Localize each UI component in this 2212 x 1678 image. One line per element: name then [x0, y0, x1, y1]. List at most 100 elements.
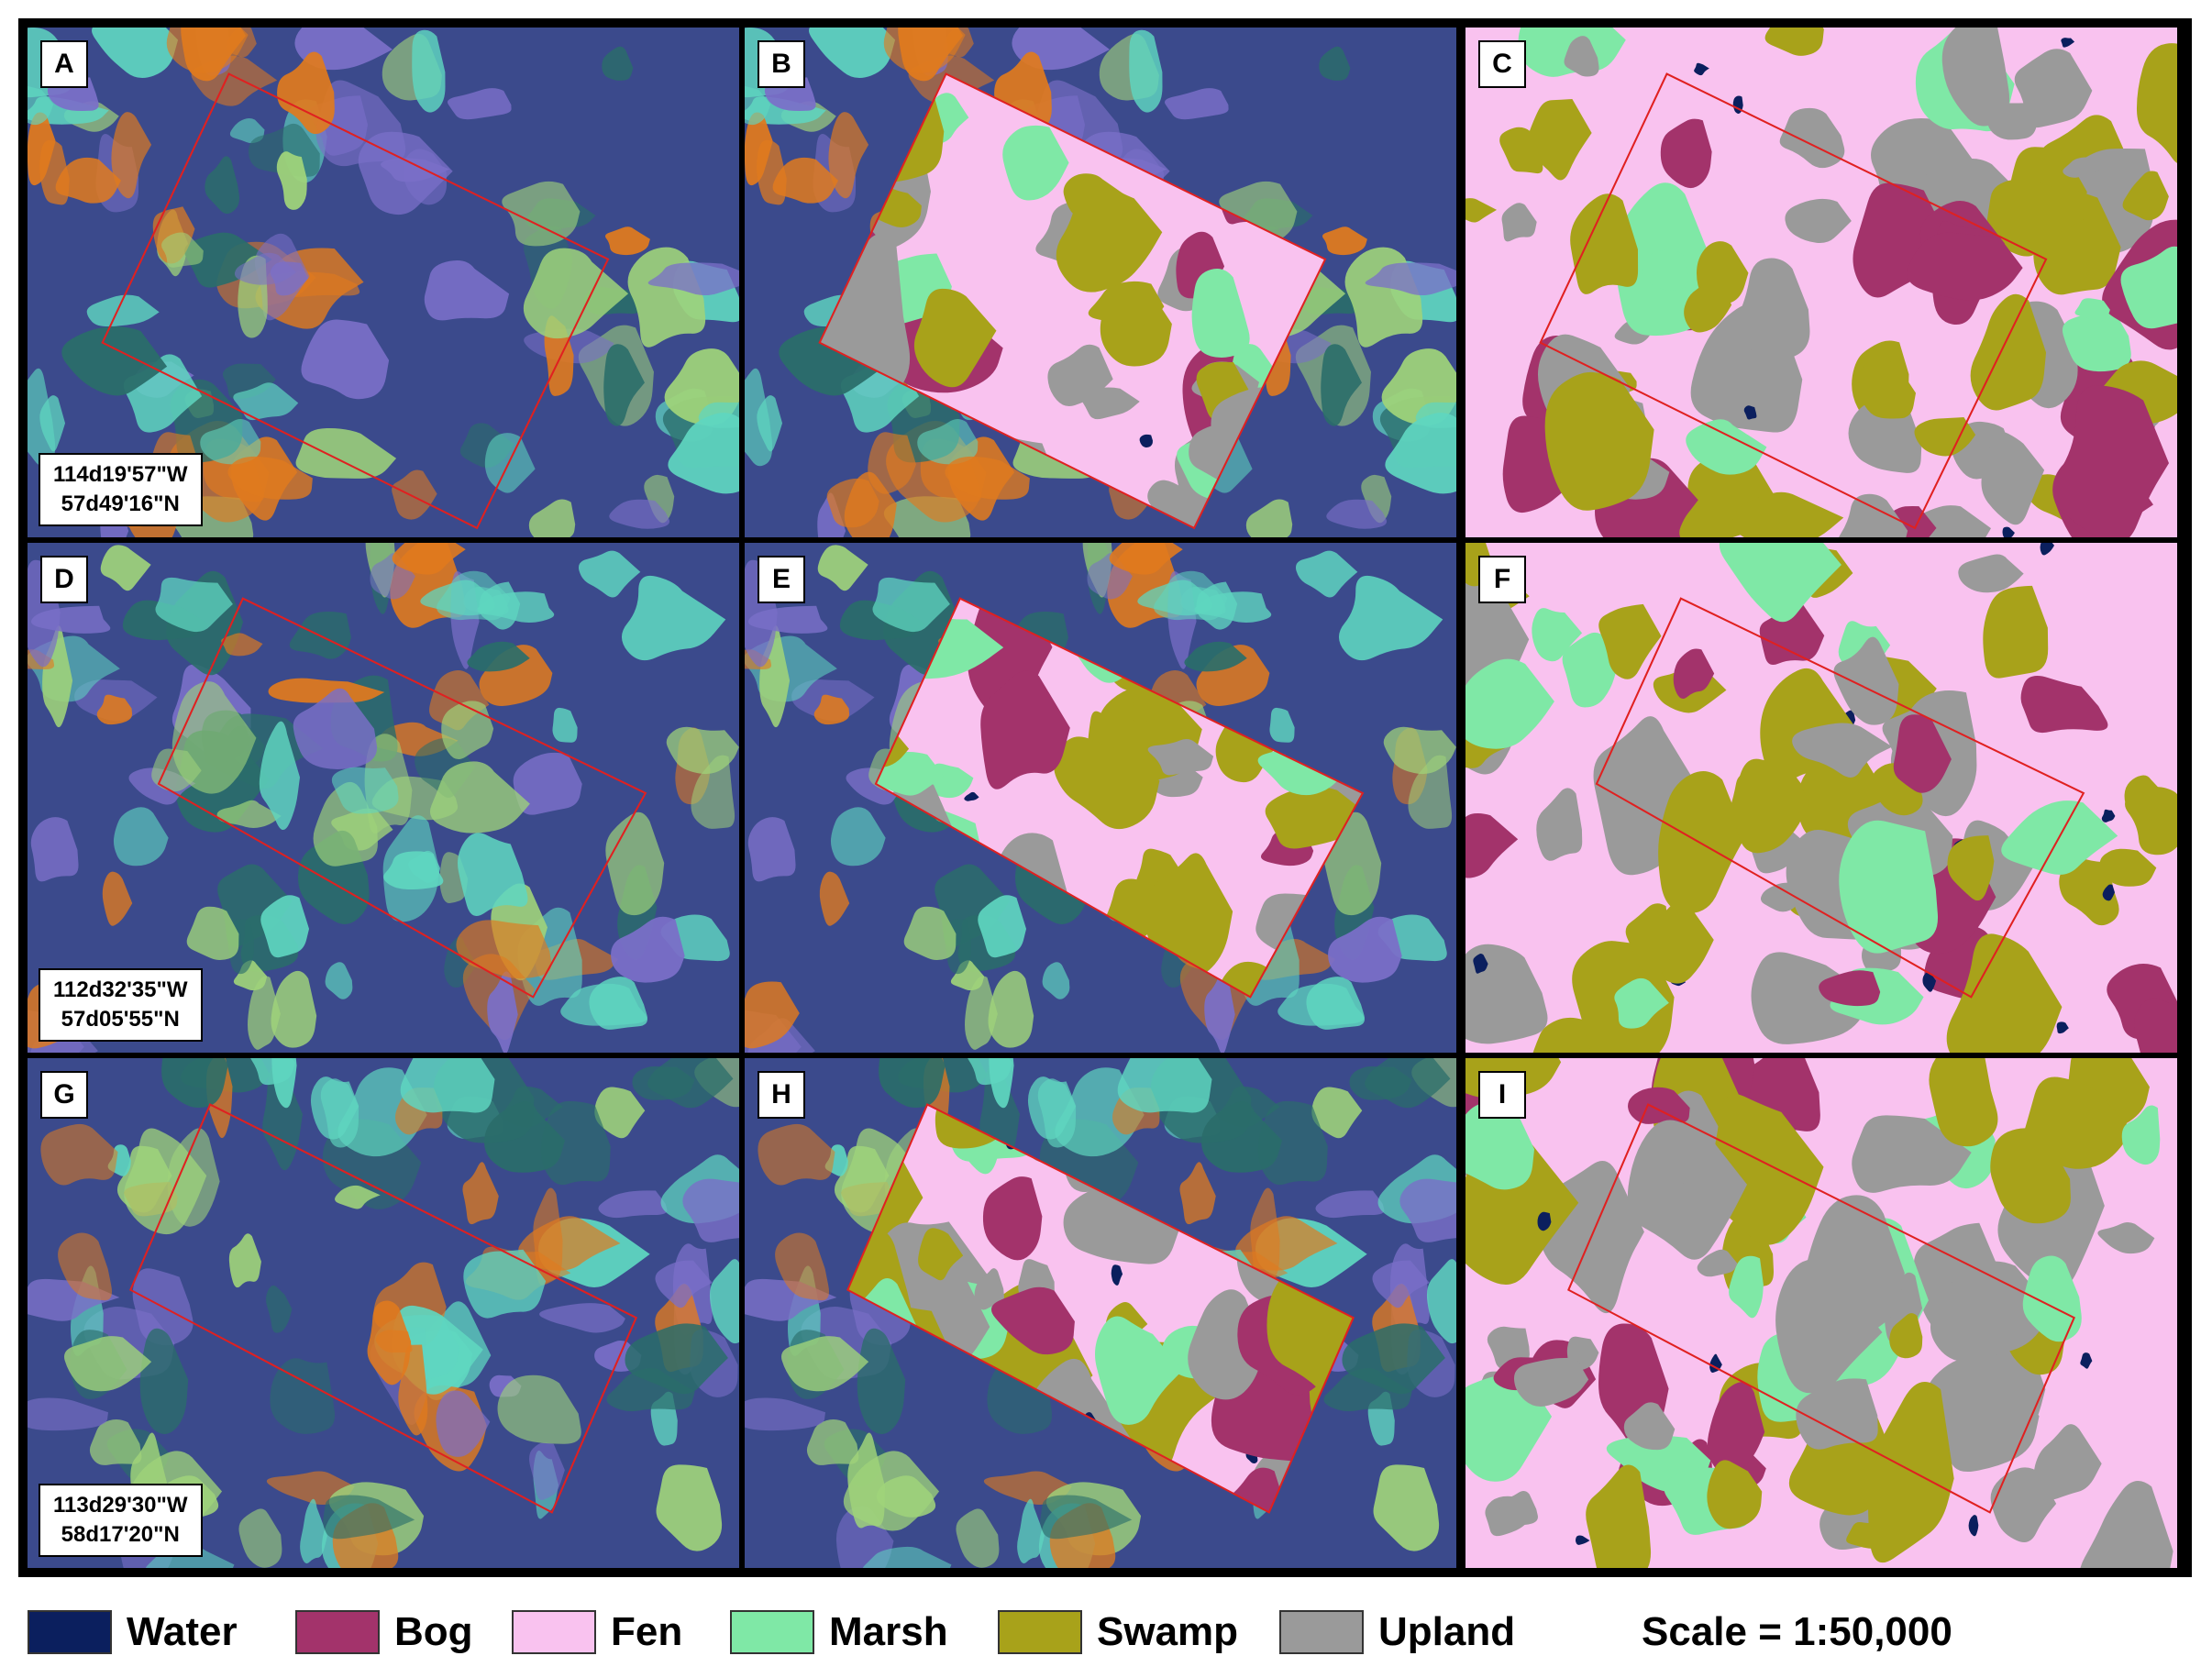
class-patch-bog — [1819, 970, 1881, 1007]
imagery-texture — [709, 1259, 739, 1344]
class-patch-upland — [1564, 36, 1599, 77]
class-patch-marsh — [1465, 1101, 1535, 1190]
class-patch-upland — [1981, 432, 2045, 525]
class-patch-upland — [1484, 958, 1535, 993]
legend-label-water: Water — [127, 1609, 238, 1654]
class-patch-upland — [1501, 203, 1537, 242]
imagery-texture — [221, 633, 263, 657]
class-patch-swamp — [1131, 690, 1167, 723]
imagery-texture — [270, 1358, 336, 1434]
class-patch-water — [2101, 809, 2116, 822]
class-patch-water — [1575, 1535, 1590, 1545]
panel-map-graphic — [745, 543, 1456, 1053]
class-patch-upland — [974, 1268, 1004, 1310]
class-patch-upland — [1926, 1354, 2040, 1473]
class-patch-water — [1111, 1264, 1123, 1286]
imagery-texture — [879, 1058, 946, 1109]
imagery-texture — [1184, 641, 1247, 672]
imagery-texture — [436, 1390, 491, 1457]
imagery-texture — [1328, 916, 1402, 983]
class-patch-bog — [990, 1286, 1075, 1355]
class-patch-swamp — [918, 1228, 964, 1281]
class-patch-marsh — [1094, 1316, 1183, 1425]
imagery-texture — [1109, 543, 1183, 575]
imagery-texture — [609, 499, 670, 529]
imagery-texture — [1117, 1058, 1212, 1113]
class-patch-upland — [1775, 1258, 1883, 1394]
imagery-texture — [39, 139, 70, 205]
imagery-texture — [560, 983, 647, 1026]
imagery-texture — [484, 433, 536, 493]
imagery-texture — [331, 767, 399, 814]
imagery-texture — [1326, 499, 1388, 529]
class-patch-swamp — [1625, 903, 1671, 977]
class-patch-water — [1709, 1353, 1722, 1374]
imagery-texture — [903, 906, 957, 961]
class-patch-upland — [1697, 1249, 1738, 1277]
class-patch-bog — [982, 1176, 1043, 1261]
imagery-texture — [1164, 88, 1229, 120]
imagery-texture — [956, 1508, 1000, 1568]
imagery-texture — [28, 368, 56, 467]
imagery-texture — [745, 981, 800, 1049]
imagery-texture — [1137, 580, 1212, 616]
class-patch-upland — [1785, 198, 1852, 243]
imagery-texture — [817, 545, 868, 591]
imagery-texture — [529, 1442, 565, 1500]
class-patch-bog — [1673, 648, 1715, 700]
class-patch-swamp — [1889, 1313, 1923, 1359]
imagery-texture — [968, 1058, 1013, 1086]
imagery-texture — [1129, 29, 1163, 113]
imagery-texture — [205, 156, 240, 215]
class-patch-bog — [1893, 714, 1952, 793]
legend-label-swamp: Swamp — [1097, 1609, 1239, 1654]
imagery-texture — [358, 131, 453, 215]
imagery-texture — [1277, 983, 1365, 1026]
class-patch-upland — [1736, 258, 1810, 360]
panel-label: C — [1478, 40, 1526, 88]
class-patch-swamp — [2122, 171, 2169, 221]
imagery-texture — [1204, 971, 1235, 1053]
imagery-texture — [1361, 474, 1392, 524]
imagery-texture — [644, 474, 675, 524]
imagery-texture — [862, 1546, 952, 1568]
class-patch-swamp — [1056, 177, 1163, 293]
imagery-texture — [809, 28, 896, 78]
imagery-texture — [1338, 575, 1443, 661]
imagery-texture — [781, 1336, 869, 1392]
imagery-texture — [100, 545, 151, 591]
imagery-texture — [234, 252, 296, 285]
legend-item-marsh: Marsh — [730, 1600, 948, 1664]
class-patch-swamp — [1586, 1464, 1652, 1568]
imagery-texture — [872, 577, 950, 633]
imagery-texture — [238, 1508, 282, 1568]
imagery-texture — [227, 456, 313, 500]
map-panel-e: E — [745, 543, 1456, 1053]
class-patch-upland — [1751, 952, 1873, 1044]
class-patch-swamp — [2059, 858, 2119, 926]
class-patch-water — [1743, 405, 1757, 420]
map-panel-i: I — [1465, 1058, 2177, 1568]
imagery-texture — [400, 1058, 495, 1113]
imagery-texture — [259, 721, 301, 831]
imagery-texture — [28, 1397, 109, 1431]
imagery-texture — [40, 1123, 118, 1186]
class-patch-upland — [1623, 1402, 1676, 1451]
imagery-texture — [1426, 1259, 1456, 1344]
imagery-texture — [184, 232, 272, 288]
class-patch-marsh — [1002, 125, 1069, 201]
imagery-texture — [392, 469, 437, 520]
imagery-texture — [367, 1300, 412, 1385]
coordinate-longitude: 113d29'30"W — [53, 1493, 188, 1518]
imagery-texture — [458, 833, 528, 916]
imagery-texture — [323, 1495, 415, 1540]
panel-label: F — [1478, 556, 1526, 603]
imagery-texture — [166, 28, 249, 73]
imagery-texture — [602, 46, 634, 81]
class-patch-water — [1139, 434, 1153, 448]
imagery-texture — [745, 85, 771, 126]
legend-label-upland: Upland — [1378, 1609, 1516, 1654]
class-patch-swamp — [1733, 758, 1810, 854]
class-patch-water — [2102, 884, 2115, 901]
class-patch-swamp — [1658, 771, 1746, 914]
